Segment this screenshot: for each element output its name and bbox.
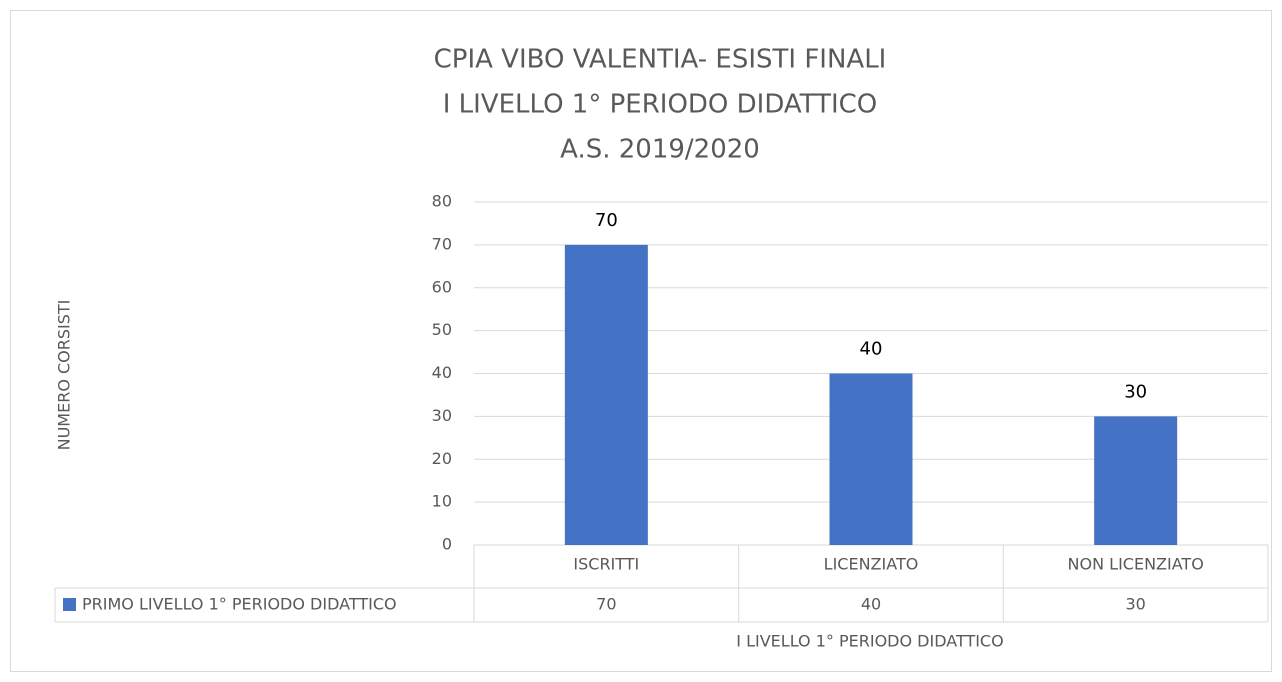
table-value: 30 (1125, 595, 1145, 614)
legend-label: PRIMO LIVELLO 1° PERIODO DIDATTICO (82, 595, 397, 614)
y-tick-label: 80 (432, 192, 452, 211)
x-tick-label: ISCRITTI (573, 555, 639, 574)
y-axis-label: NUMERO CORSISTI (55, 300, 74, 451)
y-tick-label: 30 (432, 406, 452, 425)
bar (829, 373, 913, 545)
data-label: 40 (860, 339, 883, 360)
data-label: 30 (1124, 381, 1147, 402)
y-tick-label: 60 (432, 277, 452, 296)
y-tick-label: 40 (432, 363, 452, 382)
chart-title: I LIVELLO 1° PERIODO DIDATTICO (443, 90, 878, 120)
y-tick-label: 70 (432, 234, 452, 253)
table-value: 40 (861, 595, 881, 614)
legend-key (63, 598, 76, 611)
y-tick-label: 50 (432, 320, 452, 339)
y-tick-label: 20 (432, 449, 452, 468)
y-tick-label: 0 (442, 535, 452, 554)
table-value: 70 (596, 595, 616, 614)
chart-title: A.S. 2019/2020 (560, 135, 760, 165)
chart-title: CPIA VIBO VALENTIA- ESISTI FINALI (434, 45, 887, 75)
bar (564, 244, 648, 545)
bar (1094, 416, 1178, 545)
y-tick-label: 10 (432, 492, 452, 511)
x-axis-label: I LIVELLO 1° PERIODO DIDATTICO (736, 632, 1003, 651)
data-label: 70 (595, 210, 618, 231)
x-tick-label: NON LICENZIATO (1068, 555, 1204, 574)
x-tick-label: LICENZIATO (824, 555, 919, 574)
